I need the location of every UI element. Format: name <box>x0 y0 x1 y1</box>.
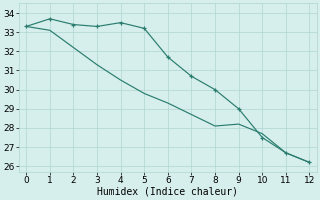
X-axis label: Humidex (Indice chaleur): Humidex (Indice chaleur) <box>97 187 238 197</box>
